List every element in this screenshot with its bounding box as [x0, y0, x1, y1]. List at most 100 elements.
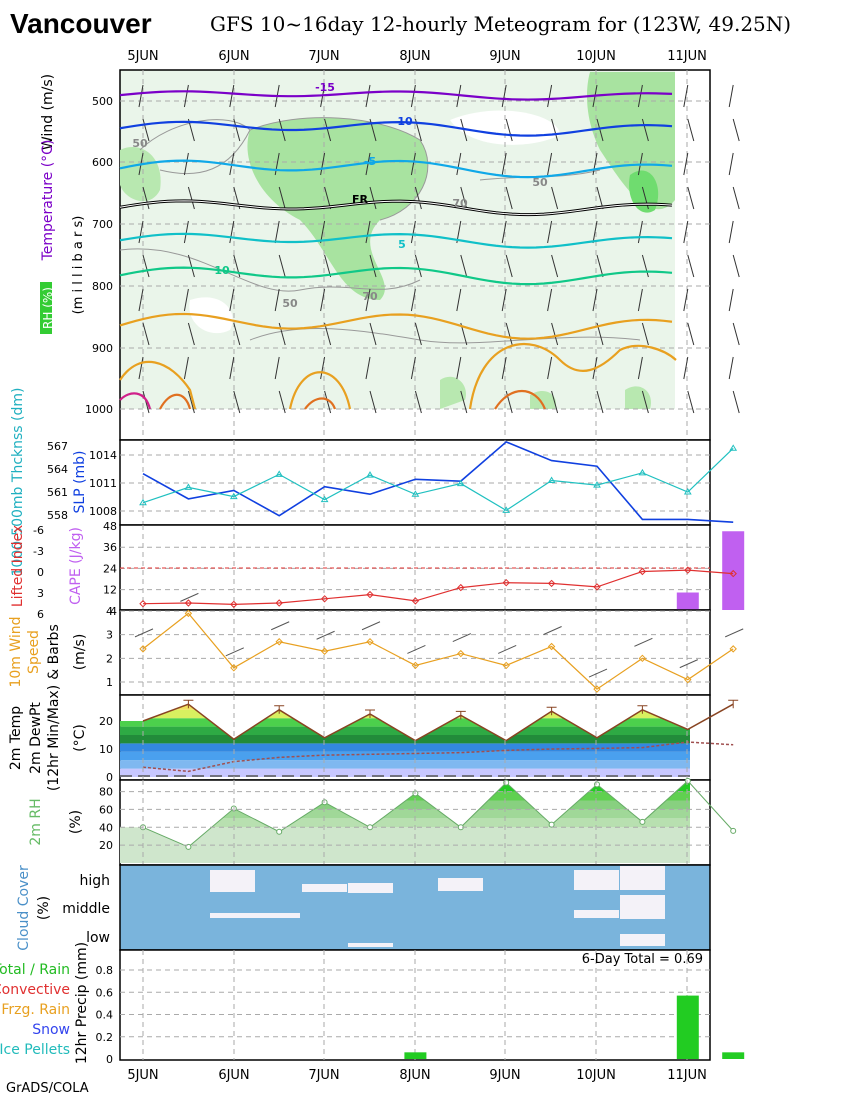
pressure-tick: 500: [92, 95, 113, 108]
wind-barb: [505, 186, 513, 210]
minmax-label: (12hr Min/Max): [46, 685, 62, 791]
rh-point: [185, 843, 192, 850]
wind-barb: [683, 152, 689, 176]
contour-label: 50: [282, 297, 298, 310]
wind-speed-point: [139, 645, 147, 653]
precip-tick: 0.2: [96, 1031, 114, 1044]
footer-credit: GrADS/COLA: [6, 1081, 89, 1096]
cloud-block: [574, 870, 619, 890]
speed-label: Speed: [26, 630, 42, 674]
wind-barb: [414, 322, 422, 346]
wind-barb: [180, 592, 199, 602]
wind-barb: [547, 220, 553, 244]
wind-barb: [278, 390, 286, 414]
rh-line: [142, 780, 734, 848]
wind-barb: [410, 356, 416, 380]
temp-tick: 0: [106, 771, 113, 784]
meteogram-title: GFS 10~16day 12-hourly Meteogram for (12…: [210, 12, 792, 36]
wind-barb: [410, 84, 416, 108]
wind-speed-point: [184, 609, 193, 618]
date-label-top: 8JUN: [399, 49, 430, 64]
wind-barb: [728, 356, 734, 380]
temp-contour-20: [468, 343, 677, 410]
wind-barb: [414, 390, 422, 414]
temp-contour-25: [159, 393, 192, 410]
rh-high-region: [587, 72, 675, 210]
wind-barb: [596, 254, 604, 278]
wind-barb: [365, 152, 371, 176]
wind-barb: [138, 220, 144, 244]
wind-speed-point: [320, 647, 329, 655]
lifted-index-point: [729, 569, 737, 578]
wind-barb: [641, 254, 649, 278]
wind-barb: [320, 288, 326, 312]
cape-tick: 12: [103, 584, 117, 597]
rh-tick: 20: [99, 839, 113, 852]
cloud-low-label: low: [86, 930, 110, 946]
temp-minmax-bar: [365, 709, 375, 718]
thickness-tick: 561: [47, 486, 68, 499]
lifted-index-tick: 6: [37, 608, 44, 621]
wind-barb: [687, 322, 695, 346]
wind-barb: [369, 390, 377, 414]
cape-tick: 36: [103, 541, 117, 554]
wind-barb: [551, 390, 559, 414]
date-label-top: 9JUN: [489, 49, 520, 64]
convective-label: Convective: [0, 982, 70, 998]
wind-barb: [233, 390, 241, 414]
rh-background: [120, 70, 675, 409]
rh-point: [594, 781, 600, 788]
lifted-index-point: [139, 599, 147, 608]
cloud-block: [620, 934, 665, 946]
wind-barb: [187, 390, 195, 414]
temp-contour-minus5: [119, 159, 673, 179]
pressure-tick: 600: [92, 156, 113, 169]
wind-barb: [187, 254, 195, 278]
wind-barb: [501, 152, 507, 176]
wind-barb: [641, 390, 649, 414]
wind-speed-point: [457, 649, 465, 658]
temp-band: [120, 743, 690, 752]
date-label-top: 10JUN: [576, 49, 616, 64]
wind-barb: [728, 288, 734, 312]
rh-band: [120, 800, 690, 810]
wind-barb: [732, 118, 740, 142]
slp-label: SLP (mb): [72, 450, 88, 513]
wind-barb: [547, 356, 553, 380]
thickness-point: [184, 483, 193, 490]
temperature-label: Temperature (°C): [40, 140, 56, 262]
wind-barb: [138, 356, 144, 380]
date-label-top: 11JUN: [667, 49, 707, 64]
wind-barb: [592, 152, 598, 176]
wind-barb: [320, 356, 326, 380]
wind-barb: [278, 322, 286, 346]
rh-label: RH (%): [41, 287, 55, 329]
wind-barb: [270, 621, 290, 631]
slp-tick: 1011: [89, 477, 117, 490]
wind-barb: [460, 254, 468, 278]
wind-speed-point: [684, 675, 692, 684]
cloud-block: [438, 878, 483, 891]
wind-speed-tick: 2: [106, 652, 113, 665]
thickness-point: [411, 490, 420, 497]
wind-barb: [316, 630, 335, 640]
wind-barb: [547, 152, 553, 176]
thickness-label: 1000-500mb Thcknss (dm): [10, 388, 26, 577]
temp-band: [120, 768, 690, 777]
date-label-bottom: 9JUN: [489, 1068, 520, 1083]
cape-tick: 48: [103, 520, 117, 533]
precip-tick: 0.8: [96, 964, 114, 977]
cape-bar: [676, 592, 699, 610]
precip-total-label: 6-Day Total = 0.69: [582, 952, 703, 967]
wind-barb: [183, 84, 189, 108]
wind-barb: [320, 220, 326, 244]
wind-barb: [687, 390, 695, 414]
wind-barb: [501, 356, 507, 380]
wind-barb: [547, 84, 553, 108]
wind-barb: [324, 322, 332, 346]
rh-point: [503, 779, 510, 786]
wind-barb: [637, 84, 643, 108]
wind-barb: [229, 84, 235, 108]
cloud-cover-label: Cloud Cover: [16, 865, 32, 951]
lifted-index-point: [457, 583, 465, 592]
